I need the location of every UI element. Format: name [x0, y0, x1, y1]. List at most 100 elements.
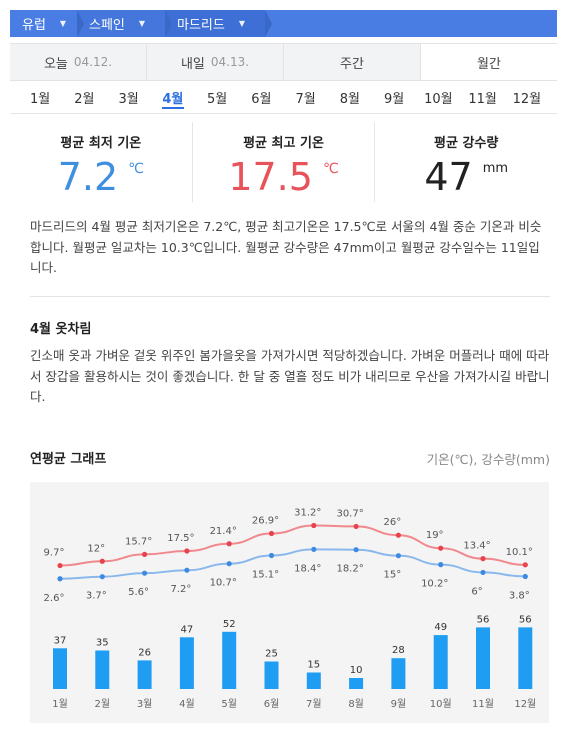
max-temp-label: 12° [87, 543, 105, 554]
max-temp-point [226, 541, 232, 547]
x-tick-label: 10월 [430, 698, 452, 710]
min-temp-line [59, 548, 526, 580]
max-temp-point [268, 530, 275, 537]
min-temp-point [311, 546, 317, 552]
annual-chart: 9.7° 2.6° 37 1월 12° 3.7° 35 2월 15.7° 5.6° 26 3월 17.5… [30, 482, 549, 723]
rain-value-label: 25 [265, 649, 278, 660]
month-tab[interactable]: 12월 [512, 92, 542, 107]
tab-label: 오늘 [43, 56, 68, 72]
stat-label: 평균 최저 기온 [60, 136, 142, 151]
graph-legend: 기온(℃), 강수량(mm) [426, 452, 550, 467]
stat-value: 47 [424, 155, 473, 199]
rain-value-label: 49 [434, 622, 447, 633]
tab-monthly[interactable]: 월간 [421, 44, 557, 80]
stat-value: 17.5 [228, 155, 313, 199]
breadcrumb: 유럽 ▼ 스페인 ▼ 마드리드 ▼ [10, 10, 557, 37]
rain-value-label: 52 [223, 619, 236, 630]
max-temp-point [142, 551, 148, 557]
stat-avg-min: 평균 최저 기온 7.2 ℃ [10, 122, 193, 202]
breadcrumb-country[interactable]: 스페인 ▼ [77, 10, 172, 37]
tab-label: 내일 [180, 56, 205, 72]
max-temp-label: 9.7° [44, 548, 65, 559]
graph-title: 연평균 그래프 [30, 452, 107, 467]
x-tick-label: 5월 [221, 698, 237, 710]
month-tab[interactable]: 8월 [339, 92, 360, 107]
forecast-tabs: 오늘 04.12. 내일 04.13. 주간 월간 [10, 43, 557, 81]
tab-tomorrow[interactable]: 내일 04.13. [147, 44, 284, 80]
x-tick-label: 2월 [95, 698, 111, 710]
month-tab[interactable]: 10월 [424, 92, 453, 107]
x-tick-label: 12월 [514, 698, 536, 710]
min-temp-point [226, 561, 232, 567]
min-temp-label: 2.6° [44, 593, 65, 604]
month-tab[interactable]: 9월 [384, 92, 405, 107]
min-temp-label: 18.2° [336, 564, 363, 575]
max-temp-label: 10.1° [506, 547, 533, 558]
tab-today[interactable]: 오늘 04.12. [10, 44, 147, 80]
stat-avg-max: 평균 최고 기온 17.5 ℃ [193, 122, 376, 202]
rain-value-label: 56 [519, 614, 532, 625]
min-temp-point [57, 576, 63, 582]
month-tab[interactable]: 1월 [30, 92, 51, 107]
tab-weekly[interactable]: 주간 [284, 44, 421, 80]
stat-avg-rain: 평균 강수량 47 mm [375, 122, 557, 202]
month-tab[interactable]: 6월 [251, 92, 272, 107]
month-tab[interactable]: 3월 [118, 92, 139, 107]
breadcrumb-label: 스페인 [89, 18, 125, 33]
rain-bar [264, 661, 279, 689]
min-temp-label: 10.7° [210, 578, 237, 589]
rain-bar [137, 660, 152, 689]
chevron-down-icon: ▼ [59, 19, 67, 28]
outfit-title: 4월 옷차림 [30, 322, 92, 337]
x-tick-label: 4월 [179, 698, 195, 710]
breadcrumb-label: 마드리드 [177, 18, 225, 33]
stat-label: 평균 최고 기온 [243, 136, 324, 151]
min-temp-point [268, 552, 275, 559]
month-tab[interactable]: 4월 [151, 82, 195, 113]
min-temp-label: 15.1° [252, 569, 279, 580]
rain-bar [95, 650, 110, 689]
month-tab[interactable]: 7월 [295, 92, 316, 107]
tab-date: 04.12. [73, 55, 113, 69]
stat-value: 7.2 [57, 155, 119, 199]
max-temp-label: 17.5° [167, 533, 194, 544]
min-temp-point [522, 573, 528, 580]
rain-value-label: 56 [477, 614, 490, 625]
rain-value-label: 37 [54, 635, 67, 646]
rain-value-label: 47 [181, 624, 194, 635]
month-tab[interactable]: 11월 [468, 92, 497, 107]
max-temp-point [522, 562, 528, 568]
breadcrumb-continent[interactable]: 유럽 ▼ [10, 10, 84, 37]
min-temp-point [353, 547, 359, 553]
x-tick-label: 3월 [137, 698, 153, 710]
chevron-down-icon: ▼ [138, 19, 146, 28]
min-temp-label: 6° [471, 586, 482, 597]
tab-date: 04.13. [210, 55, 250, 69]
breadcrumb-city[interactable]: 마드리드 ▼ [165, 10, 272, 37]
max-temp-point [311, 522, 317, 529]
annual-chart-svg: 9.7° 2.6° 37 1월 12° 3.7° 35 2월 15.7° 5.6° 26 3월 17.5… [44, 508, 537, 710]
monthly-summary: 마드리드의 4월 평균 최저기온은 7.2℃, 평균 최고기온은 17.5℃로 … [30, 219, 542, 275]
min-temp-label: 15° [384, 570, 402, 581]
month-tab[interactable]: 2월 [74, 92, 95, 107]
max-temp-point [353, 523, 359, 530]
rain-bar [433, 635, 448, 689]
rain-bar [349, 678, 364, 689]
tab-label: 월간 [477, 56, 501, 72]
x-tick-label: 1월 [52, 698, 68, 710]
rain-bar [179, 637, 194, 689]
max-temp-label: 19° [426, 530, 444, 541]
month-tab[interactable]: 5월 [207, 92, 228, 107]
breadcrumb-label: 유럽 [22, 18, 46, 33]
divider [30, 296, 550, 297]
max-temp-point [480, 556, 486, 562]
max-temp-point [395, 532, 401, 538]
rain-bar [222, 631, 237, 689]
min-temp-label: 3.7° [86, 591, 107, 602]
min-temp-point [480, 569, 486, 576]
stat-unit: ℃ [322, 161, 339, 177]
min-temp-point [395, 553, 401, 559]
max-temp-label: 13.4° [463, 541, 490, 552]
max-temp-label: 26° [384, 517, 402, 528]
rain-value-label: 26 [138, 647, 151, 658]
